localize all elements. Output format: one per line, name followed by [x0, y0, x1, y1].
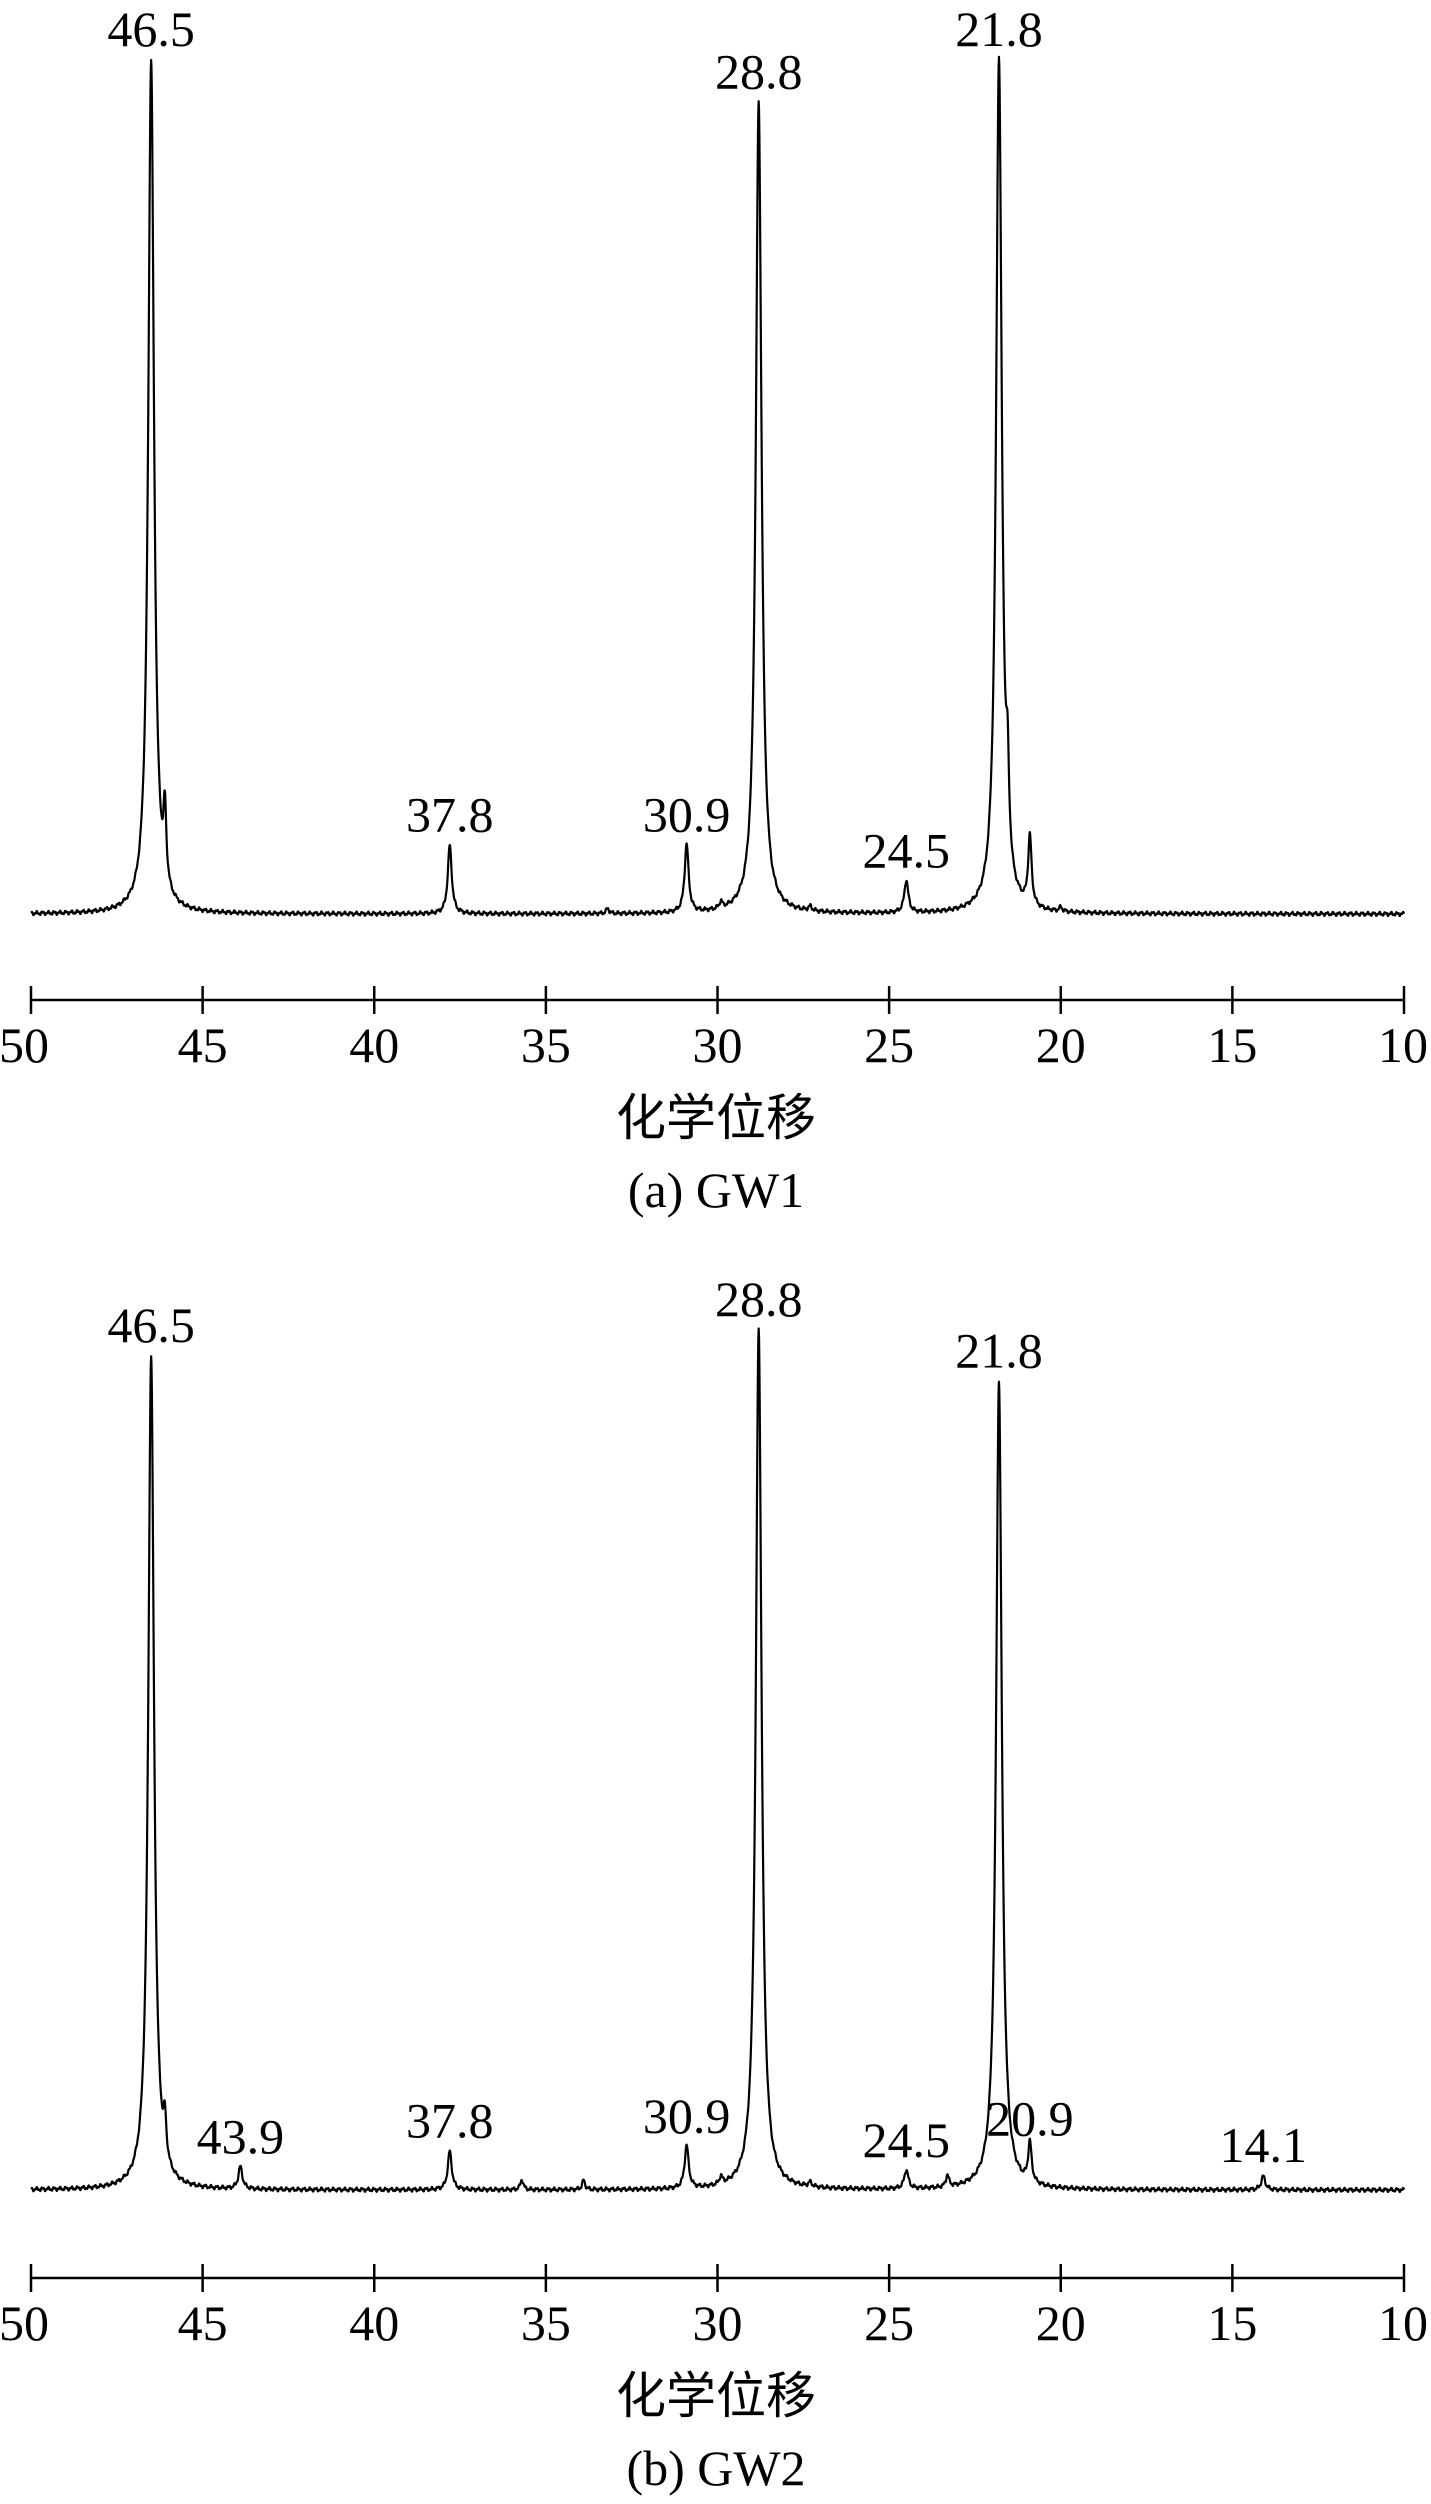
- peak-label: 30.9: [643, 787, 731, 843]
- peak-label: 21.8: [955, 1323, 1043, 1379]
- peak-label: 24.5: [863, 2112, 951, 2168]
- x-tick-label: 30: [693, 1017, 743, 1073]
- x-tick-label: 25: [864, 1017, 914, 1073]
- peak-label: 24.5: [863, 823, 951, 879]
- peak-label: 28.8: [715, 1271, 803, 1327]
- peak-label: 46.5: [107, 1297, 195, 1353]
- x-tick-label: 45: [178, 2295, 228, 2351]
- x-tick-label: 45: [178, 1017, 228, 1073]
- peak-label: 20.9: [986, 2091, 1074, 2147]
- panel-caption: (a) GW1: [628, 1162, 804, 1218]
- x-tick-label: 30: [693, 2295, 743, 2351]
- x-tick-label: 40: [349, 1017, 399, 1073]
- panel-caption: (b) GW2: [626, 2440, 805, 2496]
- panel-a: 46.5 37.8 30.9 28.8 24.5 21.8 50 45 40 35 30 25 20 15…: [0, 1, 1428, 1218]
- peak-label: 46.5: [107, 1, 195, 57]
- x-axis-title: 化学位移: [616, 2368, 816, 2424]
- x-tick-label: 25: [864, 2295, 914, 2351]
- panel-b: 46.5 43.9 37.8 30.9 28.8 24.5 21.8 20.9 14.1 50 45…: [0, 1271, 1428, 2496]
- x-tick-label: 40: [349, 2295, 399, 2351]
- peak-label: 37.8: [406, 787, 494, 843]
- x-tick-label: 20: [1036, 2295, 1086, 2351]
- peak-label: 30.9: [643, 2088, 731, 2144]
- peak-label: 21.8: [955, 1, 1043, 57]
- peak-label: 14.1: [1220, 2117, 1308, 2173]
- x-tick-label: 35: [521, 1017, 571, 1073]
- x-tick-label: 15: [1207, 2295, 1257, 2351]
- x-tick-label: 35: [521, 2295, 571, 2351]
- x-tick-label: 10: [1378, 2295, 1428, 2351]
- spectrum-trace: [30, 55, 1406, 918]
- peak-label: 28.8: [715, 44, 803, 100]
- x-tick-label: 50: [0, 2295, 49, 2351]
- x-tick-label: 15: [1207, 1017, 1257, 1073]
- peak-label: 37.8: [406, 2092, 494, 2148]
- peak-label: 43.9: [197, 2109, 285, 2165]
- spectrum-trace: [30, 1327, 1406, 2194]
- x-tick-label: 20: [1036, 1017, 1086, 1073]
- x-tick-label: 50: [0, 1017, 49, 1073]
- x-axis-title: 化学位移: [616, 1090, 816, 1146]
- x-tick-label: 10: [1378, 1017, 1428, 1073]
